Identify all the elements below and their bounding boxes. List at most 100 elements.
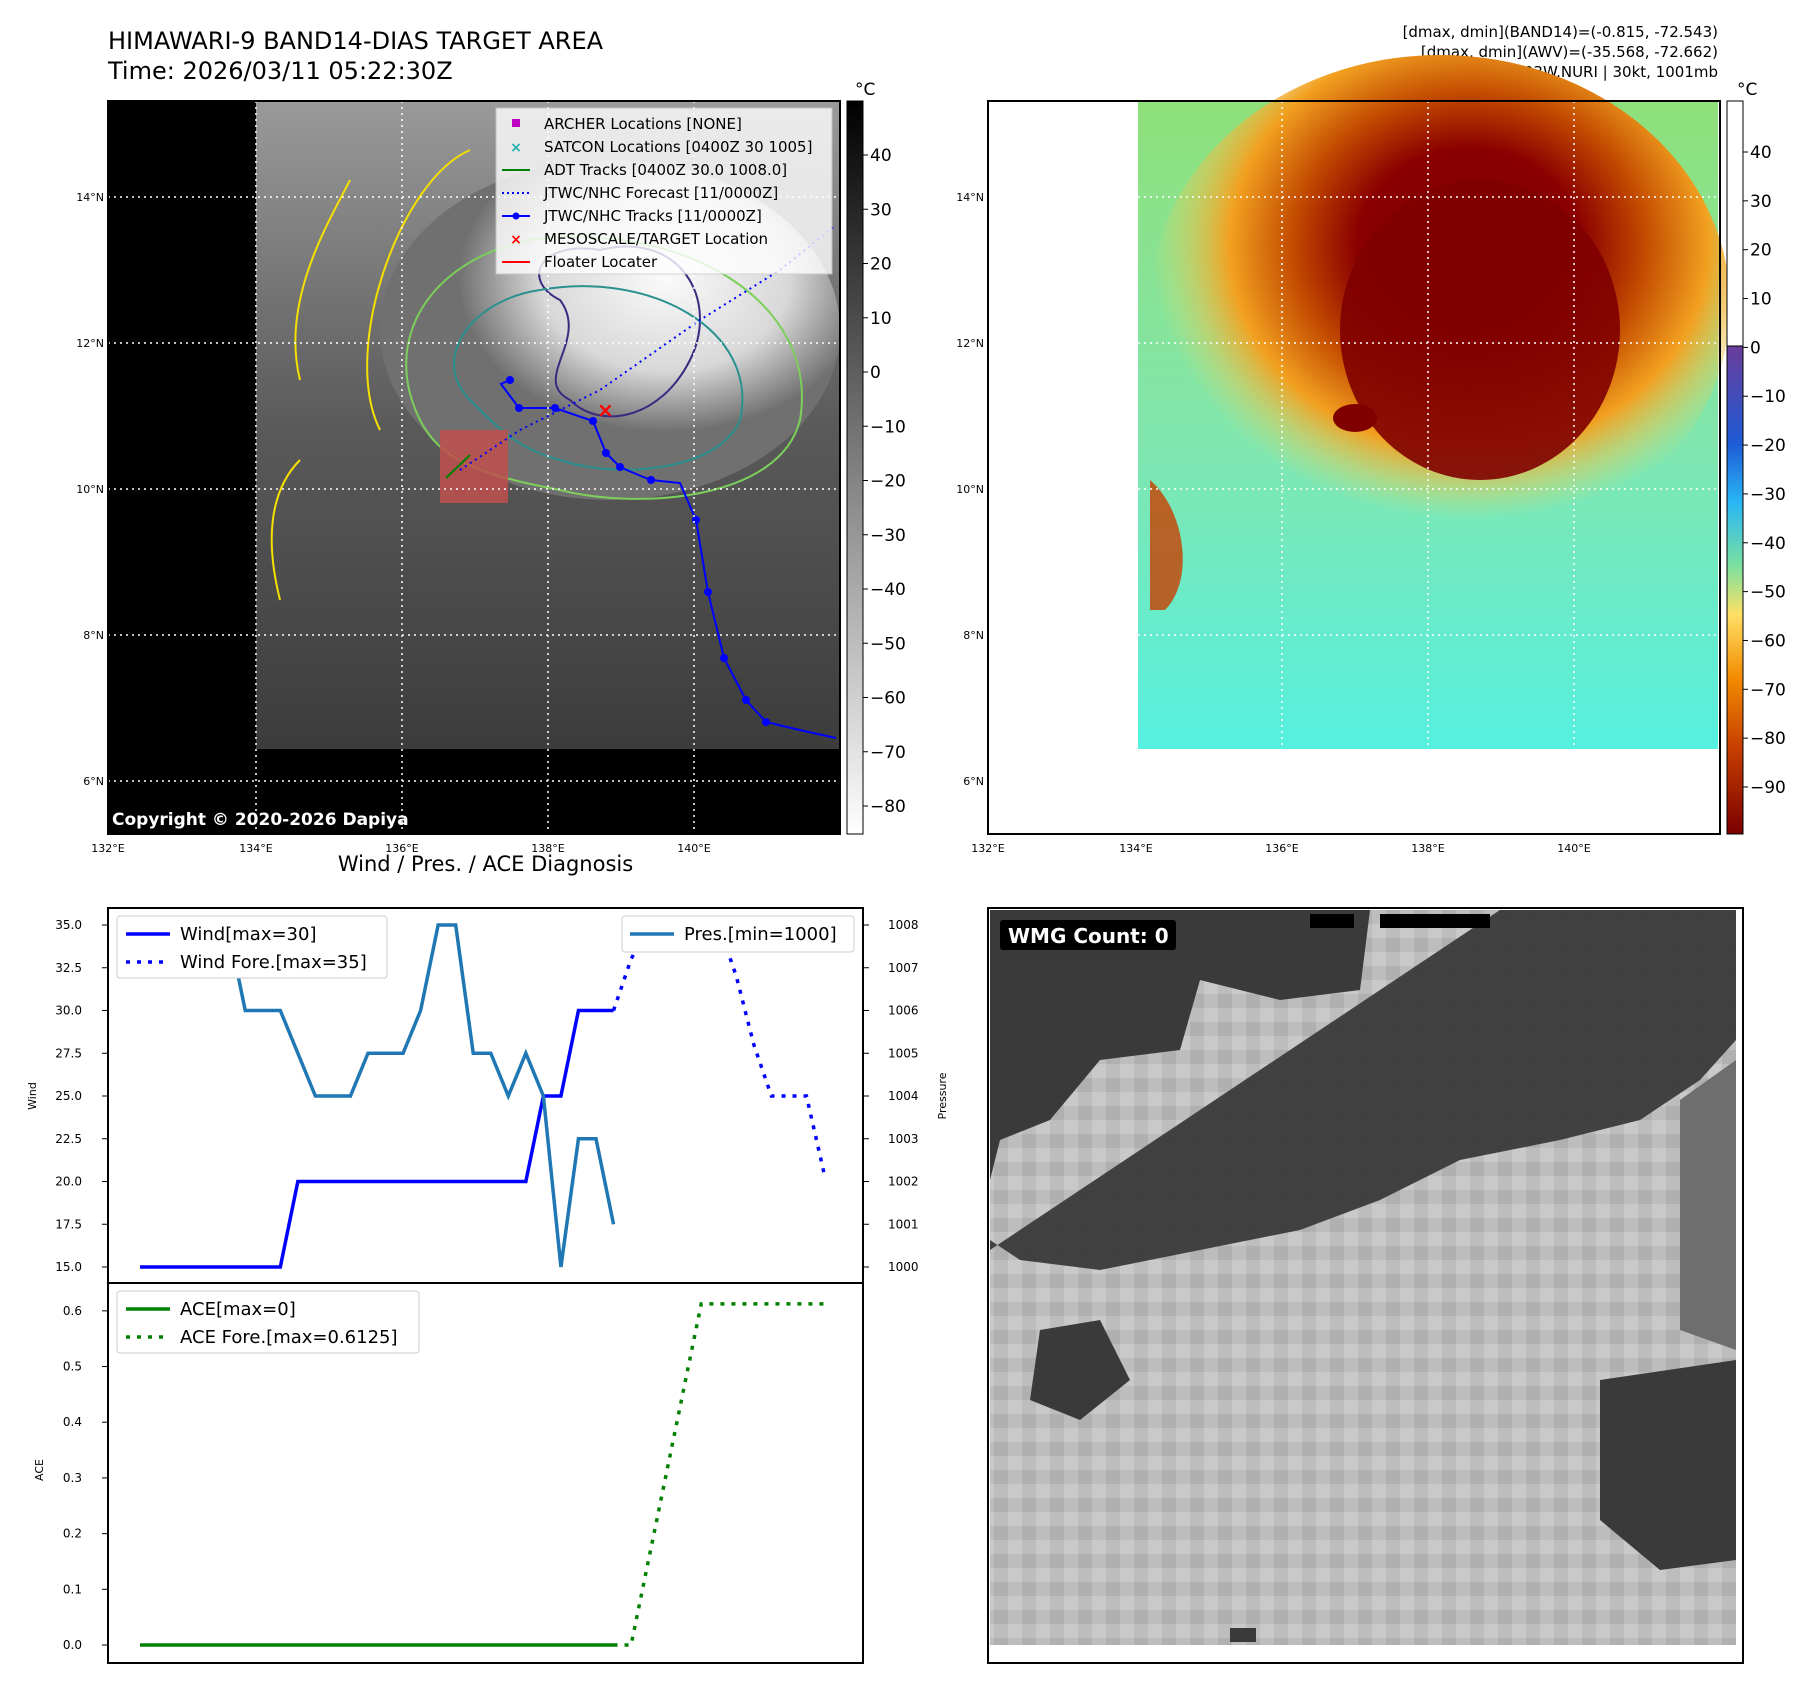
- colorbar-tick-label: −50: [1750, 583, 1786, 603]
- adt-track: [445, 454, 471, 479]
- y-tick-label-right: 1004: [888, 1089, 919, 1103]
- legend-swatch: ×: [510, 140, 522, 156]
- ace-axis-label: ACE: [33, 1459, 46, 1481]
- title-line-1: HIMAWARI-9 BAND14-DIAS TARGET AREA: [108, 27, 604, 55]
- lon-label: 136°E: [1265, 842, 1298, 855]
- y-tick-label: 27.5: [55, 1046, 82, 1060]
- pressure-legend: [621, 915, 855, 953]
- title-line-2: Time: 2026/03/11 05:22:30Z: [108, 57, 453, 85]
- legend-label: ACE[max=0]: [180, 1299, 296, 1320]
- legend-label: JTWC/NHC Forecast [11/0000Z]: [543, 184, 778, 202]
- legend-label: Wind Fore.[max=35]: [180, 952, 367, 973]
- colorbar-tick-label: −30: [1750, 485, 1786, 505]
- jtwc-forecast: [459, 224, 837, 471]
- lon-label: 140°E: [1557, 842, 1590, 855]
- y-tick-label: 0.6: [63, 1304, 82, 1318]
- colorbar-tick-label: 30: [870, 200, 892, 220]
- colorbar-tick-label: −40: [1750, 534, 1786, 554]
- y-tick-label-right: 1005: [888, 1046, 919, 1060]
- map-legend: [495, 107, 833, 275]
- legend-label: ADT Tracks [0400Z 30.0 1008.0]: [544, 161, 787, 179]
- ir-colorbar-unit: °C: [855, 80, 876, 100]
- lon-label: 132°E: [91, 842, 124, 855]
- y-tick-label: 35.0: [55, 918, 82, 932]
- colorbar-tick-label: 20: [870, 255, 892, 275]
- stats-line-1: [dmax, dmin](BAND14)=(-0.815, -72.543): [1402, 23, 1718, 41]
- y-tick-label: 0.4: [63, 1415, 82, 1429]
- lat-label: 14°N: [76, 191, 104, 204]
- y-tick-label: 32.5: [55, 961, 82, 975]
- legend-swatch: [512, 119, 520, 127]
- pressure-axis-label: Pressure: [936, 1072, 949, 1119]
- y-tick-label: 25.0: [55, 1089, 82, 1103]
- ir-colorbar: 40 30 20 10 0 −10 −20 −30 −40 −50 −60 −70 −80: [846, 100, 906, 835]
- lon-label: 140°E: [677, 842, 710, 855]
- copyright-text: Copyright © 2020-2026 Dapiya: [112, 810, 409, 830]
- wind-pressure-chart: 35.0 32.5 30.0 27.5 25.0 22.5 20.0 17.5 15.0 1008…: [26, 907, 949, 1284]
- target-marker: ×: [597, 398, 614, 422]
- colorbar-tick-label: −60: [870, 689, 906, 709]
- colorbar-tick-label: −90: [1750, 778, 1786, 798]
- awv-map-grid: [988, 101, 1720, 834]
- colorbar-tick-label: 40: [870, 146, 892, 166]
- legend-label: ARCHER Locations [NONE]: [544, 115, 742, 133]
- ir-map-panel: × ARCHER Locations [NONE] × SATCON Locatio…: [107, 100, 841, 835]
- colorbar-tick-label: −60: [1750, 631, 1786, 651]
- y-tick-label: 22.5: [55, 1132, 82, 1146]
- ace-legend: [116, 1290, 420, 1354]
- lon-label: 132°E: [971, 842, 1004, 855]
- wind-axis-label: Wind: [26, 1082, 39, 1110]
- colorbar-tick-label: −70: [870, 743, 906, 763]
- y-tick-label: 0.0: [63, 1638, 82, 1652]
- awv-colorbar-unit: °C: [1737, 80, 1758, 100]
- lon-label: 138°E: [531, 842, 564, 855]
- y-tick-label: 15.0: [55, 1260, 82, 1274]
- colorbar-tick-label: −10: [1750, 387, 1786, 407]
- colorbar-tick-label: −50: [870, 634, 906, 654]
- map-legend-items: ARCHER Locations [NONE] × SATCON Locations…: [502, 115, 812, 271]
- legend-label: MESOSCALE/TARGET Location: [544, 230, 768, 248]
- lat-label: 8°N: [963, 629, 984, 642]
- colorbar-tick-label: 10: [870, 309, 892, 329]
- wmg-count-label: WMG Count: 0: [1008, 924, 1169, 948]
- y-tick-label-right: 1007: [888, 961, 919, 975]
- awv-map-panel: [987, 55, 1730, 835]
- y-tick-label-right: 1008: [888, 918, 919, 932]
- y-tick-label-right: 1006: [888, 1004, 919, 1018]
- legend-swatch-dot: [512, 212, 520, 220]
- legend-label: Pres.[min=1000]: [684, 924, 837, 945]
- ir-lon-labels: 132°E 134°E 136°E 138°E 140°E: [91, 842, 710, 855]
- lat-label: 10°N: [76, 483, 104, 496]
- lon-label: 138°E: [1411, 842, 1444, 855]
- y-tick-label: 30.0: [55, 1004, 82, 1018]
- colorbar-tick-label: 30: [1750, 192, 1772, 212]
- y-tick-label: 0.5: [63, 1360, 82, 1374]
- lon-label: 134°E: [239, 842, 272, 855]
- legend-label: Floater Locater: [544, 253, 658, 271]
- y-tick-label: 0.2: [63, 1527, 82, 1541]
- lat-label: 14°N: [956, 191, 984, 204]
- ir-lat-labels: 14°N 12°N 10°N 8°N 6°N: [76, 191, 104, 788]
- figure-title: HIMAWARI-9 BAND14-DIAS TARGET AREA Time:…: [108, 26, 603, 86]
- wmg-panel: WMG Count: 0: [987, 907, 1744, 1664]
- legend-label: JTWC/NHC Tracks [11/0000Z]: [543, 207, 762, 225]
- lat-label: 12°N: [76, 337, 104, 350]
- awv-lon-labels: 132°E 134°E 136°E 138°E 140°E: [971, 842, 1590, 855]
- awv-lat-labels: 14°N 12°N 10°N 8°N 6°N: [956, 191, 984, 788]
- legend-swatch: ×: [510, 232, 522, 248]
- y-tick-label-right: 1000: [888, 1260, 919, 1274]
- ir-map-grid: [108, 101, 840, 834]
- lat-label: 6°N: [963, 775, 984, 788]
- ace-chart: 0.6 0.5 0.4 0.3 0.2 0.1 0.0 ACE ACE[max=0] ACE F…: [33, 1282, 864, 1664]
- colorbar-tick-label: 10: [1750, 290, 1772, 310]
- stats-line-2: [dmax, dmin](AWV)=(-35.568, -72.662): [1420, 43, 1718, 61]
- colorbar-tick-label: 40: [1750, 143, 1772, 163]
- colorbar-tick-label: −30: [870, 526, 906, 546]
- y-tick-label: 0.3: [63, 1471, 82, 1485]
- series-line: [140, 1008, 614, 1269]
- colorbar-tick-label: 20: [1750, 241, 1772, 261]
- colorbar-tick-label: −70: [1750, 680, 1786, 700]
- lon-label: 134°E: [1119, 842, 1152, 855]
- y-tick-label: 20.0: [55, 1175, 82, 1189]
